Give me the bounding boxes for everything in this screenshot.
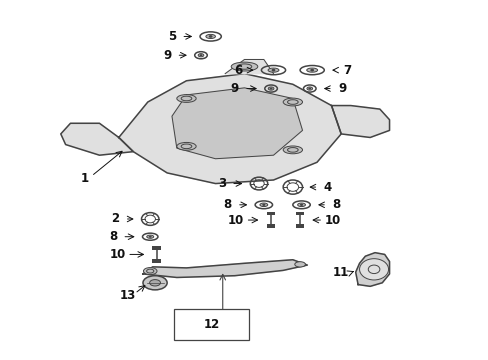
Bar [295,212,304,215]
Circle shape [359,259,388,280]
Ellipse shape [267,68,278,72]
Text: 4: 4 [323,181,331,194]
Ellipse shape [306,68,317,72]
Ellipse shape [146,235,153,238]
Text: 3: 3 [217,177,225,190]
Circle shape [269,87,272,90]
Polygon shape [331,105,389,138]
Ellipse shape [143,267,157,275]
Text: 6: 6 [234,64,243,77]
Circle shape [310,69,313,72]
Circle shape [271,69,275,72]
Bar [152,246,161,250]
Text: 2: 2 [111,212,119,225]
Text: 10: 10 [324,213,340,226]
Ellipse shape [306,87,312,90]
Polygon shape [355,253,389,286]
Ellipse shape [177,143,196,150]
Text: 8: 8 [223,198,231,211]
Bar [266,212,275,215]
Ellipse shape [297,203,305,207]
Polygon shape [119,74,341,184]
Bar [152,259,161,262]
Ellipse shape [283,146,302,154]
Text: 10: 10 [228,213,244,226]
Ellipse shape [268,87,273,90]
Ellipse shape [205,34,215,39]
Text: 7: 7 [342,64,350,77]
Text: 11: 11 [332,266,348,279]
Ellipse shape [283,98,302,106]
Circle shape [208,35,212,38]
Polygon shape [61,123,133,155]
Ellipse shape [198,54,203,57]
Text: 9: 9 [337,82,346,95]
Text: 5: 5 [167,30,176,43]
Text: 8: 8 [109,230,117,243]
Text: 8: 8 [331,198,340,211]
Text: 12: 12 [203,318,220,331]
Text: 10: 10 [109,248,126,261]
Circle shape [262,204,265,206]
Polygon shape [142,260,307,278]
Bar [266,224,275,228]
Ellipse shape [142,276,167,290]
Text: 13: 13 [119,289,135,302]
Bar [174,309,249,339]
Circle shape [299,204,303,206]
Ellipse shape [294,262,305,267]
Bar [295,224,304,228]
Ellipse shape [231,62,257,71]
Circle shape [199,54,202,56]
Ellipse shape [149,280,160,286]
Text: 1: 1 [81,172,89,185]
Circle shape [148,236,151,238]
Circle shape [308,87,310,90]
Text: 9: 9 [230,82,239,95]
Ellipse shape [177,95,196,102]
Text: 9: 9 [163,49,171,62]
Ellipse shape [260,203,267,207]
Polygon shape [172,88,302,159]
Polygon shape [224,59,273,74]
